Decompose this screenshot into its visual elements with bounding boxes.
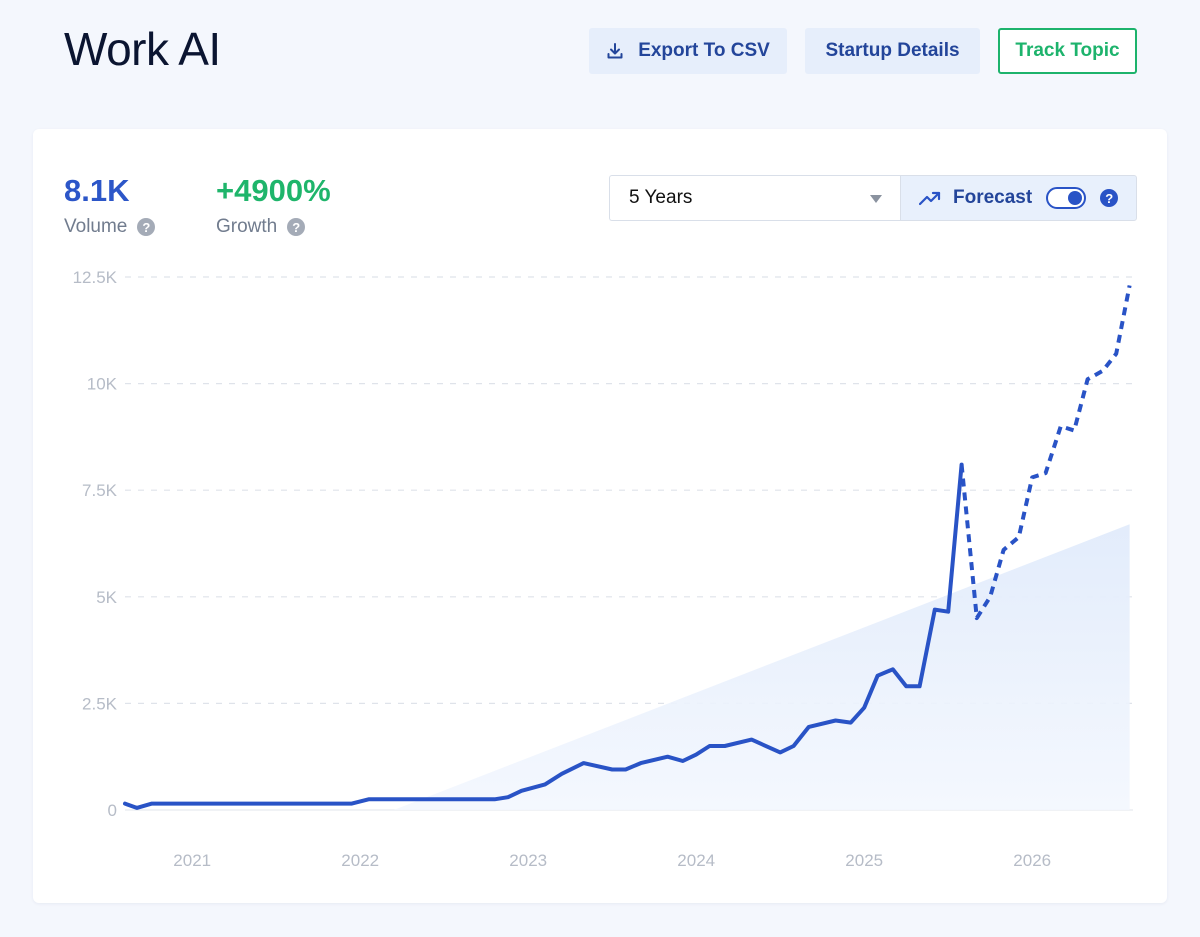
trend-area — [393, 524, 1130, 810]
y-tick-label: 5K — [96, 588, 117, 607]
page-title: Work AI — [64, 23, 221, 75]
y-tick-label: 10K — [87, 375, 118, 394]
forecast-toggle-knob — [1068, 191, 1083, 205]
x-tick-label: 2021 — [173, 851, 211, 870]
startup-details-label: Startup Details — [825, 40, 960, 61]
download-icon — [607, 43, 623, 59]
forecast-line — [959, 285, 1132, 621]
track-topic-button[interactable]: Track Topic — [998, 28, 1137, 74]
growth-label-text: Growth — [216, 216, 278, 237]
growth-help-icon[interactable]: ? — [287, 218, 306, 236]
export-csv-button[interactable]: Export To CSV — [589, 28, 787, 74]
time-range-value: 5 Years — [629, 187, 693, 208]
time-range-select[interactable]: 5 Years — [609, 175, 900, 221]
forecast-label: Forecast — [953, 187, 1033, 208]
y-tick-label: 2.5K — [82, 694, 118, 713]
volume-label: Volume ? — [64, 216, 156, 238]
x-tick-label: 2022 — [341, 851, 379, 870]
growth-value: +4900% — [216, 173, 331, 208]
volume-line — [123, 462, 964, 810]
track-topic-label: Track Topic — [1015, 40, 1120, 61]
x-tick-label: 2025 — [845, 851, 883, 870]
forecast-control: Forecast ? — [900, 175, 1137, 221]
startup-details-button[interactable]: Startup Details — [805, 28, 980, 74]
volume-label-text: Volume — [64, 216, 128, 237]
y-tick-label: 12.5K — [73, 268, 118, 287]
y-tick-label: 7.5K — [82, 481, 118, 500]
trending-up-icon — [919, 191, 941, 206]
forecast-help-icon[interactable]: ? — [1100, 189, 1119, 207]
x-tick-label: 2023 — [509, 851, 547, 870]
x-tick-label: 2026 — [1013, 851, 1051, 870]
x-tick-label: 2024 — [677, 851, 715, 870]
volume-value: 8.1K — [64, 173, 130, 208]
export-csv-label: Export To CSV — [638, 40, 770, 61]
chevron-down-icon — [870, 195, 882, 203]
forecast-toggle[interactable] — [1046, 187, 1087, 209]
trend-card: 8.1K Volume ? +4900% Growth ? 5 Years Fo… — [33, 129, 1167, 903]
y-tick-label: 0 — [108, 801, 117, 820]
trend-chart: 0 2.5K 5K 7.5K 10K 12.5K 2021 2022 2023 2024 2025 2… — [73, 268, 1133, 870]
growth-label: Growth ? — [216, 216, 306, 238]
volume-help-icon[interactable]: ? — [137, 218, 156, 236]
